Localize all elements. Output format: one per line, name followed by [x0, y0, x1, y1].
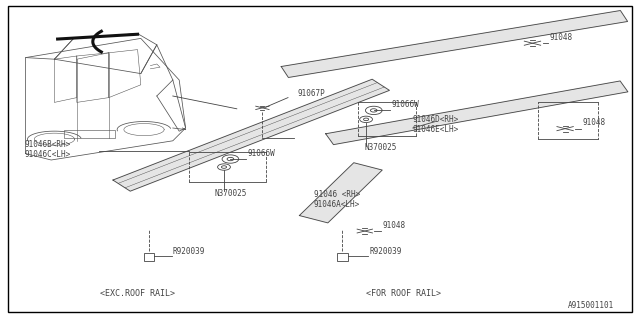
Bar: [64, 130, 115, 138]
Text: 91048: 91048: [550, 33, 573, 42]
Polygon shape: [326, 81, 628, 145]
Text: 91048: 91048: [382, 221, 405, 230]
Text: N370025: N370025: [364, 143, 397, 152]
Text: <EXC.ROOF RAIL>: <EXC.ROOF RAIL>: [100, 289, 175, 298]
Bar: [144, 253, 154, 261]
Text: R920039: R920039: [369, 247, 402, 256]
Polygon shape: [281, 11, 628, 77]
Text: <FOR ROOF RAIL>: <FOR ROOF RAIL>: [365, 289, 441, 298]
Polygon shape: [300, 163, 382, 223]
Text: 91046E<LH>: 91046E<LH>: [413, 125, 459, 134]
Text: 91048: 91048: [582, 118, 605, 127]
Polygon shape: [113, 79, 390, 191]
Text: 91046D<RH>: 91046D<RH>: [413, 115, 459, 124]
Text: 91046C<LH>: 91046C<LH>: [24, 150, 70, 159]
Text: A915001101: A915001101: [568, 301, 614, 310]
Text: 91066W: 91066W: [391, 100, 419, 109]
Bar: [337, 253, 348, 261]
Text: R920039: R920039: [173, 247, 205, 256]
Text: 91067P: 91067P: [298, 89, 325, 98]
Text: N370025: N370025: [214, 189, 247, 198]
Text: 91046 <RH>: 91046 <RH>: [314, 190, 360, 199]
Text: 91066W: 91066W: [248, 149, 275, 158]
Text: 91046B<RH>: 91046B<RH>: [24, 140, 70, 149]
Text: 91046A<LH>: 91046A<LH>: [314, 200, 360, 209]
